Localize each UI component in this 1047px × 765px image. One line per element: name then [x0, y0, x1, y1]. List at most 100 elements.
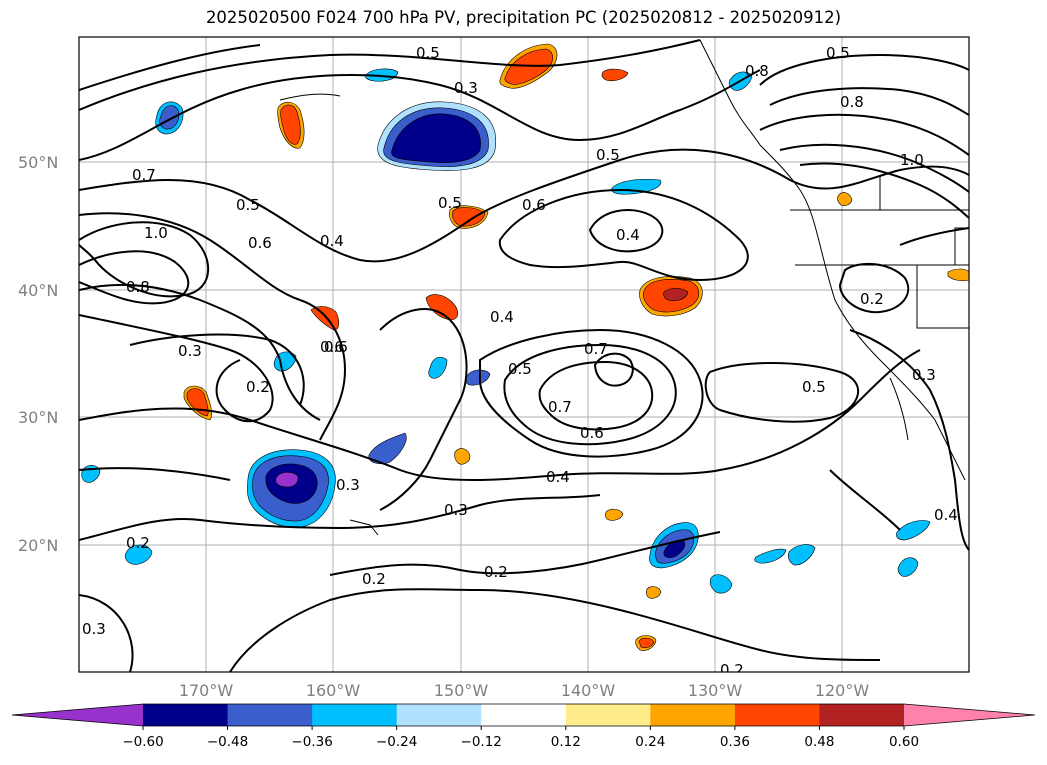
precip-positive-area: [947, 268, 969, 282]
contour-label: 0.6: [320, 338, 344, 356]
colorbar-tick-label: −0.24: [376, 734, 417, 750]
contour-label: 0.6: [248, 234, 272, 252]
precip-negative-area: [368, 432, 407, 465]
precip-negative-area: [896, 520, 931, 541]
precipitation-shading: [81, 43, 969, 651]
colorbar-segment: [143, 704, 229, 726]
contour-label: 1.0: [900, 151, 924, 169]
precip-negative-area: [124, 544, 153, 565]
contour-label: 0.8: [126, 278, 150, 296]
contour-label: 0.7: [132, 166, 156, 184]
colorbar-segment: [819, 704, 905, 726]
precip-negative-area: [428, 356, 448, 379]
contour-label: 0.2: [484, 563, 508, 581]
lon-label: 160°W: [306, 681, 361, 700]
colorbar: −0.60 −0.48 −0.36 −0.24 −0.12 0.12 0.24 0.36 0.4…: [11, 703, 1036, 750]
lat-label: 50°N: [18, 153, 58, 172]
precip-negative-area: [275, 472, 299, 488]
precip-positive-area: [638, 637, 655, 649]
lat-label: 30°N: [18, 408, 58, 427]
graticule: [79, 37, 969, 672]
colorbar-tick-label: 0.24: [635, 734, 665, 750]
precip-positive-area: [605, 508, 624, 521]
colorbar-tick-label: −0.12: [461, 734, 502, 750]
contour-label: 0.2: [860, 290, 884, 308]
contour-label: 0.3: [82, 620, 106, 638]
contour-label: 0.5: [438, 194, 462, 212]
contour-label: 0.5: [802, 378, 826, 396]
contour-label: 0.2: [246, 378, 270, 396]
map-frame: [78, 36, 970, 673]
lat-label: 20°N: [18, 536, 58, 555]
contour-label: 0.5: [826, 44, 850, 62]
colorbar-tick-label: −0.60: [122, 734, 163, 750]
contour-label: 0.4: [546, 468, 570, 486]
contour-label: 1.0: [144, 224, 168, 242]
coastlines: [279, 39, 969, 536]
colorbar-extend-max: [904, 704, 1035, 726]
colorbar-extend-min: [12, 704, 143, 726]
contour-label: 0.4: [616, 226, 640, 244]
precip-positive-area: [280, 104, 301, 145]
precip-positive-area: [646, 586, 662, 599]
precip-positive-area: [663, 287, 689, 302]
precip-negative-area: [391, 113, 481, 163]
contour-label: 0.5: [236, 196, 260, 214]
contour-label: 0.3: [336, 476, 360, 494]
colorbar-segment: [227, 704, 313, 726]
precip-positive-area: [425, 294, 459, 321]
precip-negative-area: [787, 544, 816, 566]
contour-labels: 0.5 0.3 0.8 0.5 0.8 0.7 1.0 0.5 0.6 0.4 …: [82, 44, 958, 679]
contour-label: 0.4: [490, 308, 514, 326]
lat-label: 40°N: [18, 281, 58, 300]
contour-label: 0.8: [745, 62, 769, 80]
contour-label: 0.5: [416, 44, 440, 62]
latitude-labels: 50°N 40°N 30°N 20°N: [18, 153, 58, 555]
contour-label: 0.8: [840, 93, 864, 111]
contour-label: 0.7: [584, 340, 608, 358]
contour-label: 0.6: [522, 196, 546, 214]
colorbar-segment: [481, 704, 567, 726]
contour-label: 0.7: [548, 398, 572, 416]
colorbar-segment: [396, 704, 482, 726]
colorbar-tick-label: 0.36: [720, 734, 750, 750]
longitude-labels: 170°W 160°W 150°W 140°W 130°W 120°W: [179, 681, 870, 700]
lon-label: 170°W: [179, 681, 234, 700]
map-plot-area: [79, 37, 969, 672]
colorbar-tick-label: 0.60: [889, 734, 919, 750]
contour-label: 0.3: [444, 501, 468, 519]
lon-label: 140°W: [561, 681, 616, 700]
precip-positive-area: [452, 207, 486, 227]
colorbar-segment: [312, 704, 398, 726]
contour-label: 0.5: [596, 146, 620, 164]
contour-label: 0.4: [320, 232, 344, 250]
lon-label: 120°W: [815, 681, 870, 700]
colorbar-segment: [565, 704, 651, 726]
contour-label: 0.5: [508, 360, 532, 378]
colorbar-segment: [734, 704, 820, 726]
precip-negative-area: [897, 557, 919, 577]
contour-label: 0.2: [362, 570, 386, 588]
precip-positive-area: [454, 448, 471, 465]
precip-positive-area: [601, 68, 629, 82]
colorbar-segment: [650, 704, 736, 726]
colorbar-tick-label: 0.12: [551, 734, 581, 750]
contour-label: 0.6: [580, 424, 604, 442]
precip-positive-area: [837, 192, 853, 206]
contour-label: 0.6: [324, 338, 348, 356]
lon-label: 130°W: [688, 681, 743, 700]
pv-contours: [79, 39, 969, 672]
colorbar-tick-label: 0.48: [804, 734, 834, 750]
contour-label: 0.2: [126, 534, 150, 552]
colorbar-tick-label: −0.36: [291, 734, 332, 750]
contour-label: 0.4: [934, 506, 958, 524]
contour-label: 0.3: [178, 342, 202, 360]
contour-label: 0.2: [720, 661, 744, 679]
lon-label: 150°W: [434, 681, 489, 700]
contour-label: 0.3: [454, 79, 478, 97]
map-title: 2025020500 F024 700 hPa PV, precipitatio…: [205, 8, 842, 27]
colorbar-tick-label: −0.48: [207, 734, 248, 750]
precip-negative-area: [709, 574, 733, 594]
contour-label: 0.3: [912, 366, 936, 384]
